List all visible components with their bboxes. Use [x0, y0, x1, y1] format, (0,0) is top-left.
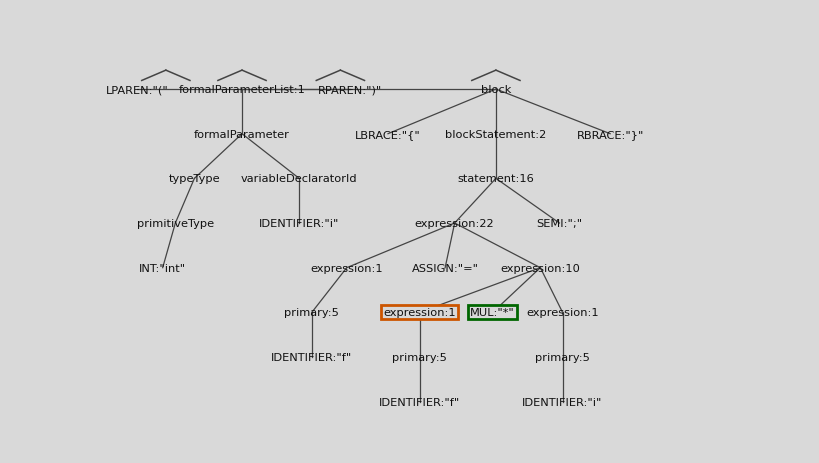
- Text: statement:16: statement:16: [458, 174, 534, 184]
- Text: expression:1: expression:1: [527, 308, 599, 318]
- Text: blockStatement:2: blockStatement:2: [446, 130, 546, 139]
- Text: variableDeclaratorId: variableDeclaratorId: [241, 174, 357, 184]
- Text: primary:5: primary:5: [392, 352, 447, 362]
- Text: formalParameter: formalParameter: [194, 130, 290, 139]
- Text: RPAREN:")": RPAREN:")": [318, 85, 382, 95]
- Text: formalParameterList:1: formalParameterList:1: [179, 85, 305, 95]
- Text: primary:5: primary:5: [535, 352, 590, 362]
- Text: LBRACE:"{": LBRACE:"{": [355, 130, 421, 139]
- Text: expression:1: expression:1: [383, 308, 456, 318]
- Text: primitiveType: primitiveType: [137, 219, 214, 229]
- Text: MUL:"*": MUL:"*": [470, 308, 515, 318]
- Text: IDENTIFIER:"i": IDENTIFIER:"i": [259, 219, 339, 229]
- Text: block: block: [481, 85, 511, 95]
- Text: expression:22: expression:22: [415, 219, 495, 229]
- Text: SEMI:";": SEMI:";": [536, 219, 582, 229]
- Text: IDENTIFIER:"f": IDENTIFIER:"f": [379, 397, 460, 407]
- Text: IDENTIFIER:"f": IDENTIFIER:"f": [271, 352, 352, 362]
- Text: expression:10: expression:10: [500, 263, 581, 273]
- Text: LPAREN:"(": LPAREN:"(": [106, 85, 169, 95]
- Text: INT:"int": INT:"int": [139, 263, 186, 273]
- Text: IDENTIFIER:"i": IDENTIFIER:"i": [523, 397, 603, 407]
- Text: ASSIGN:"=": ASSIGN:"=": [412, 263, 478, 273]
- Text: primary:5: primary:5: [284, 308, 339, 318]
- Text: RBRACE:"}": RBRACE:"}": [577, 130, 644, 139]
- Text: typeType: typeType: [169, 174, 220, 184]
- Text: expression:1: expression:1: [310, 263, 383, 273]
